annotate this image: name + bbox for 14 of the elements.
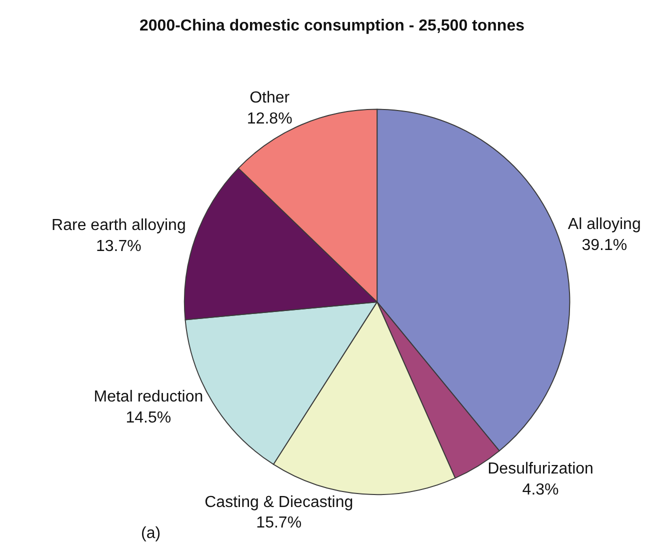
data-label: 39.1% — [582, 236, 628, 254]
data-label: 12.8% — [246, 110, 292, 128]
slice-label: Metal reduction — [94, 388, 204, 406]
slice-label: Casting & Diecasting — [204, 494, 354, 511]
data-label: 15.7% — [256, 514, 302, 532]
data-label: 14.5% — [126, 409, 172, 426]
chart-title: 2000-China domestic consumption - 25,500 tonnes — [140, 18, 525, 35]
data-label: 13.7% — [96, 238, 142, 255]
slice-label: Al alloying — [568, 216, 641, 233]
slice-label: Desulfurization — [488, 460, 594, 478]
text: (a) — [141, 525, 161, 542]
data-label: 4.3% — [522, 482, 559, 499]
slice-label: Rare earth alloying — [52, 217, 186, 234]
slice-label: Other — [250, 90, 290, 107]
